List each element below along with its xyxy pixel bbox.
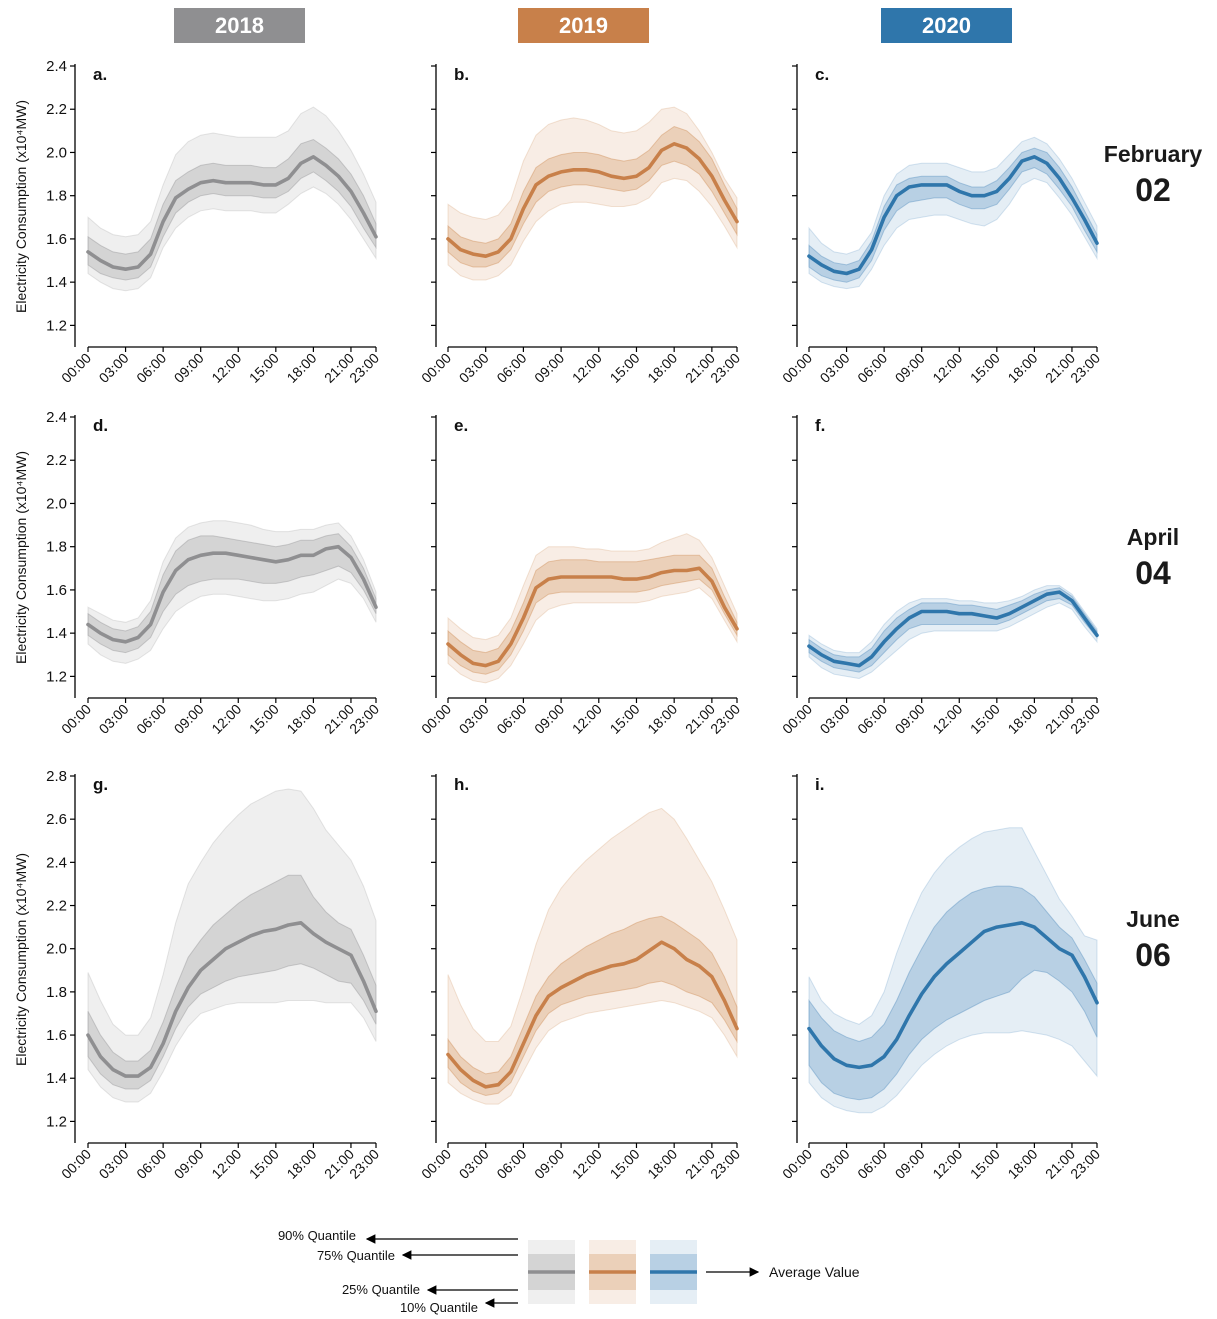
panel-label: g. xyxy=(93,775,108,794)
month-number: 06 xyxy=(1135,937,1171,973)
y-tick-label: 1.2 xyxy=(46,317,67,334)
y-tick-label: 2.4 xyxy=(46,854,67,871)
y-tick-label: 1.8 xyxy=(46,539,67,556)
month-number: 04 xyxy=(1135,555,1171,591)
y-tick-label: 2.0 xyxy=(46,144,67,161)
y-tick-label: 1.8 xyxy=(46,188,67,205)
band-25-75 xyxy=(87,138,377,281)
y-tick-label: 1.6 xyxy=(46,231,67,248)
band-10-90 xyxy=(808,585,1098,680)
month-name: April xyxy=(1126,524,1180,550)
y-tick-label: 1.6 xyxy=(46,582,67,599)
panel-label: b. xyxy=(454,65,469,84)
band-25-75 xyxy=(808,885,1098,1101)
panel-label: e. xyxy=(454,416,468,435)
y-tick-label: 2.6 xyxy=(46,811,67,828)
panel-label: f. xyxy=(815,416,825,435)
band-25-75 xyxy=(87,874,377,1090)
year-header-2018: 2018 xyxy=(174,8,305,43)
band-25-75 xyxy=(447,554,738,675)
panel-label: h. xyxy=(454,775,469,794)
mean-line xyxy=(807,920,1099,1070)
band-10-90 xyxy=(808,136,1098,290)
mean-line xyxy=(446,566,739,668)
band-10-90 xyxy=(808,827,1098,1114)
mean-line xyxy=(446,142,739,259)
y-tick-label: 1.4 xyxy=(46,625,67,642)
legend-q25-label: 25% Quantile xyxy=(342,1282,420,1297)
month-name: June xyxy=(1126,906,1180,932)
band-25-75 xyxy=(87,533,377,654)
y-axis-title: Electricity Consumption (x10⁴MW) xyxy=(13,451,29,664)
band-10-90 xyxy=(447,807,738,1105)
legend-q90-label: 90% Quantile xyxy=(278,1228,356,1243)
mean-line xyxy=(807,590,1099,668)
mean-line xyxy=(86,155,378,272)
y-tick-label: 1.4 xyxy=(46,1070,67,1087)
y-tick-label: 2.2 xyxy=(46,898,67,915)
y-tick-label: 1.4 xyxy=(46,274,67,291)
month-number: 02 xyxy=(1135,172,1171,208)
legend-q10-label: 10% Quantile xyxy=(400,1300,478,1315)
band-25-75 xyxy=(808,147,1098,283)
mean-line xyxy=(86,544,378,644)
year-header-2020: 2020 xyxy=(881,8,1012,43)
year-header-2019: 2019 xyxy=(518,8,649,43)
mean-line xyxy=(807,155,1099,276)
y-tick-label: 2.0 xyxy=(46,495,67,512)
y-tick-label: 2.2 xyxy=(46,101,67,118)
legend-average-label: Average Value xyxy=(769,1264,860,1280)
mean-line xyxy=(446,940,739,1089)
panel-a: 1.21.41.61.82.02.22.400:00 03:00 06:00 09:0… xyxy=(13,58,382,386)
legend-swatches xyxy=(528,1240,697,1304)
panel-label: i. xyxy=(815,775,824,794)
panel-label: a. xyxy=(93,65,107,84)
y-tick-label: 1.8 xyxy=(46,984,67,1001)
y-tick-label: 2.4 xyxy=(46,409,67,426)
month-label-june: June 06 xyxy=(1093,906,1213,974)
y-tick-label: 2.0 xyxy=(46,941,67,958)
band-25-75 xyxy=(447,125,738,268)
y-tick-label: 1.6 xyxy=(46,1027,67,1044)
mean-line xyxy=(86,920,378,1078)
month-name: February xyxy=(1103,141,1203,167)
y-tick-label: 1.2 xyxy=(46,1113,67,1130)
y-tick-label: 2.8 xyxy=(46,768,67,785)
y-axis-title: Electricity Consumption (x10⁴MW) xyxy=(13,853,29,1066)
month-label-february: February 02 xyxy=(1093,141,1213,209)
legend-q75-label: 75% Quantile xyxy=(317,1248,395,1263)
band-10-90 xyxy=(87,106,377,292)
y-tick-label: 1.2 xyxy=(46,668,67,685)
band-25-75 xyxy=(808,587,1098,673)
panel-label: d. xyxy=(93,416,108,435)
y-axis-title: Electricity Consumption (x10⁴MW) xyxy=(13,100,29,313)
y-tick-label: 2.4 xyxy=(46,58,67,75)
panel-label: c. xyxy=(815,65,829,84)
y-tick-label: 2.2 xyxy=(46,452,67,469)
month-label-april: April 04 xyxy=(1093,524,1213,592)
